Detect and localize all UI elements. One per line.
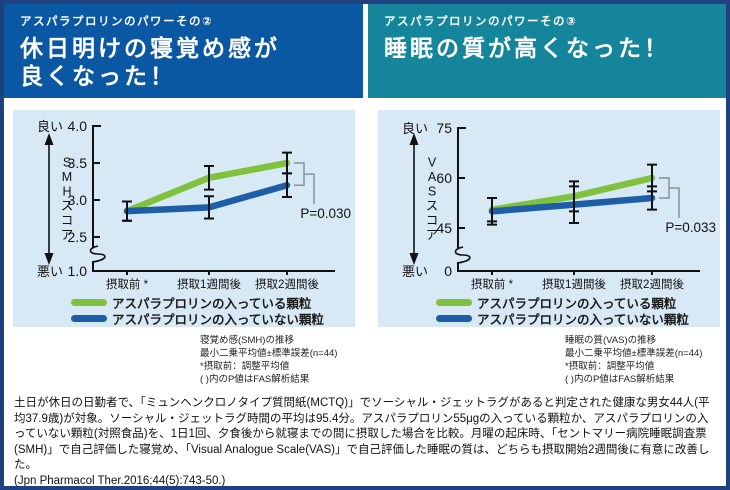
significance-bracket	[294, 162, 305, 186]
legend-row: アスパラプロリンの入っていない顆粒	[436, 310, 689, 327]
chart-text: ア	[61, 228, 74, 242]
header-panel-vas: アスパラプロリンのパワーその③ 睡眠の質が高くなった！	[368, 4, 726, 98]
legend-label: アスパラプロリンの入っている顆粒	[112, 296, 312, 311]
legend-smh: アスパラプロリンの入っている顆粒 アスパラプロリンの入っていない顆粒	[71, 294, 324, 327]
significance-bracket	[659, 177, 670, 199]
legend-label: アスパラプロリンの入っていない顆粒	[112, 312, 324, 327]
chart-text: ス	[426, 199, 439, 213]
chart-text: 良い	[37, 119, 63, 134]
arrow-up-icon	[409, 133, 419, 145]
legend-swatch-icon	[436, 298, 472, 306]
header-title-line: 休日明けの寝覚め感が	[20, 35, 280, 61]
note-line: 最小二乗平均値±標準誤差(n=44)	[565, 348, 703, 359]
axes	[92, 125, 335, 272]
chart-text: V	[428, 156, 437, 170]
significance-connector	[304, 173, 315, 205]
error-bar	[647, 185, 657, 211]
chart-text: S	[63, 156, 71, 170]
header-panel-smh: アスパラプロリンのパワーその② 休日明けの寝覚め感が 良くなった！	[4, 4, 363, 98]
header-title-line: 睡眠の質が高くなった！	[384, 35, 670, 61]
chart-text: 3.0	[68, 192, 88, 208]
chart-text: 4.0	[68, 118, 88, 134]
chart-text: H	[62, 185, 71, 199]
chart-text: 悪い	[37, 264, 63, 279]
legend-label: アスパラプロリンの入っていない顆粒	[477, 312, 689, 327]
chart-text: 75	[436, 120, 452, 136]
legend-row: アスパラプロリンの入っている顆粒	[436, 294, 689, 311]
arrow-down-icon	[44, 253, 54, 265]
error-bar	[122, 200, 132, 222]
chart-text: P=0.033	[665, 220, 716, 235]
chart-text: 摂取前 *	[471, 277, 514, 290]
header-title-line: 良くなった！	[20, 63, 176, 89]
series-line	[123, 159, 291, 215]
header-title-smh: 休日明けの寝覚め感が 良くなった！	[20, 34, 349, 90]
chart-notes-smh: 寝覚め感(SMH)の推移最小二乗平均値±標準誤差(n=44) *摂取前：調整平均値…	[200, 334, 337, 386]
note-line: 睡眠の質(VAS)の推移	[565, 335, 657, 346]
axis-break-icon	[89, 245, 106, 263]
chart-text: 良い	[402, 121, 428, 136]
axis-break-icon	[454, 246, 471, 264]
legend-row: アスパラプロリンの入っている顆粒	[71, 294, 324, 311]
chart-text: P=0.030	[300, 206, 351, 221]
chart-text: コ	[61, 214, 74, 228]
chart-text: 60	[436, 170, 452, 186]
header-subtitle-smh: アスパラプロリンのパワーその②	[20, 16, 214, 28]
citation: (Jpn Pharmacol Ther.2016;44(5):743-50.)	[14, 474, 226, 487]
chart-text: 2.5	[68, 229, 88, 245]
header-title-vas: 睡眠の質が高くなった！	[384, 34, 712, 62]
chart-notes-vas: 睡眠の質(VAS)の推移最小二乗平均値±標準誤差(n=44) *摂取前：調整平均値…	[565, 334, 702, 386]
arrow-down-icon	[409, 253, 419, 265]
note-line: 最小二乗平均値±標準誤差(n=44)	[200, 348, 338, 359]
legend-vas: アスパラプロリンの入っている顆粒 アスパラプロリンの入っていない顆粒	[436, 294, 689, 327]
arrow-up-icon	[44, 133, 54, 145]
header-subtitle-vas: アスパラプロリンのパワーその③	[384, 16, 578, 28]
chart-text: 摂取1週間後	[177, 277, 241, 290]
note-line: ( )内のP値はFAS解析結果	[565, 374, 675, 385]
chart-text: M	[62, 170, 72, 184]
chart-text: ス	[61, 199, 74, 213]
error-bar	[569, 185, 579, 224]
chart-text: コ	[426, 214, 439, 228]
chart-text: 悪い	[402, 264, 428, 279]
legend-swatch-icon	[71, 298, 107, 306]
note-line: ( )内のP値はFAS解析結果	[200, 374, 310, 385]
chart-text: 摂取2週間後	[620, 277, 684, 290]
note-line: *摂取前：調整平均値	[200, 361, 290, 372]
chart-text: 1.0	[68, 263, 88, 279]
error-bar	[204, 195, 214, 220]
chart-text: 摂取1週間後	[542, 277, 606, 290]
chart-text: 3.5	[68, 155, 88, 171]
axes	[457, 127, 700, 272]
chart-text: 0	[444, 263, 452, 279]
legend-swatch-icon	[436, 314, 472, 322]
legend-swatch-icon	[71, 314, 107, 322]
significance-connector	[669, 187, 680, 218]
chart-text: S	[428, 185, 436, 199]
chart-panel-vas: 75 60 45 0 摂取前 * 摂取1週間後 摂取2週間後 良い悪い V A S スコア P=0.03…	[378, 110, 720, 327]
chart-text: 摂取前 *	[106, 277, 149, 290]
chart-text: ア	[426, 228, 439, 242]
note-line: 寝覚め感(SMH)の推移	[200, 335, 294, 346]
footnote-block: 土日が休日の日勤者で、「ミュンヘンクロノタイプ質問紙(MCTQ)」でソーシャル・…	[14, 396, 718, 487]
error-bar	[204, 164, 214, 191]
chart-text: 摂取2週間後	[255, 277, 319, 290]
chart-text: 45	[436, 220, 452, 236]
note-line: *摂取前：調整平均値	[565, 361, 655, 372]
legend-row: アスパラプロリンの入っていない顆粒	[71, 310, 324, 327]
error-bar	[487, 197, 497, 226]
chart-panel-smh: 4.0 3.5 3.0 2.5 1.0 摂取前 * 摂取1週間後 摂取2週間後 良い悪い S M H ス…	[13, 110, 355, 327]
chart-text: A	[428, 170, 437, 184]
error-bar	[282, 172, 292, 199]
legend-label: アスパラプロリンの入っている顆粒	[477, 296, 677, 311]
study-description: 土日が休日の日勤者で、「ミュンヘンクロノタイプ質問紙(MCTQ)」でソーシャル・…	[14, 397, 710, 471]
